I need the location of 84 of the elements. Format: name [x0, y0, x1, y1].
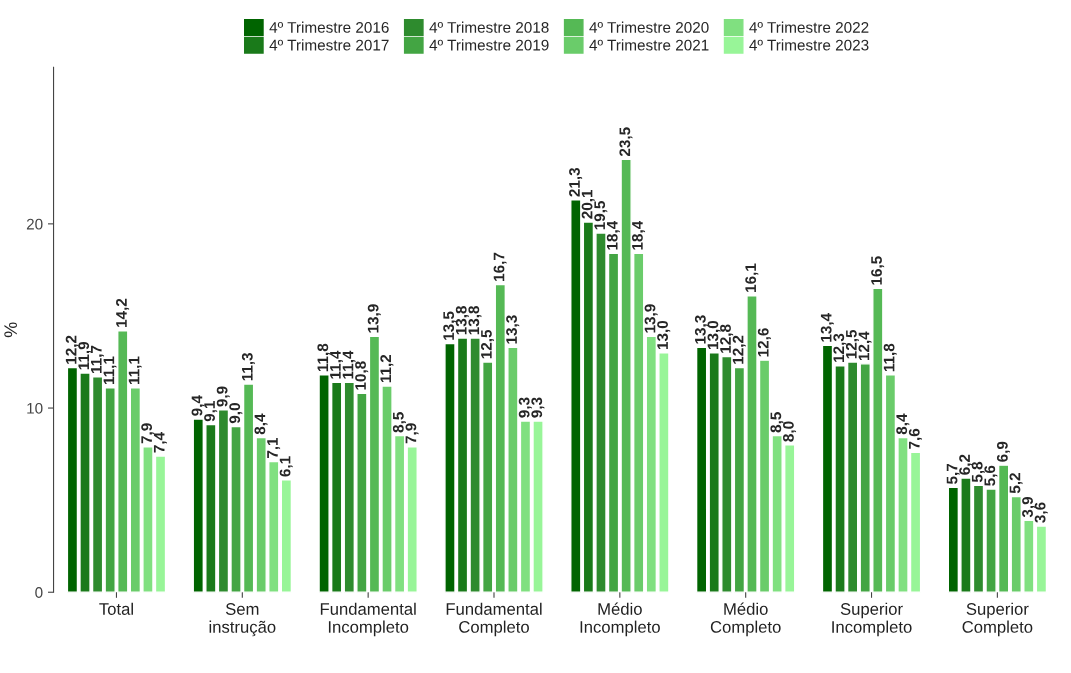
x-tick-label: Médio Completo: [710, 602, 781, 637]
legend-label: 4º Trimestre 2019: [429, 39, 549, 51]
data-label: 11,8: [317, 343, 331, 372]
data-label: 11,3: [241, 352, 255, 381]
data-label: 9,9: [216, 386, 230, 407]
data-label: 13,3: [506, 315, 520, 344]
x-tick-label: Superior Incompleto: [832, 602, 912, 637]
y-axis-title: %: [4, 322, 17, 338]
data-label: 11,4: [342, 350, 356, 379]
data-label: 11,1: [128, 356, 142, 385]
data-label: 19,5: [594, 200, 608, 230]
data-label: 12,8: [720, 324, 734, 353]
data-label: 8,4: [896, 413, 910, 435]
data-label: 16,1: [745, 263, 759, 292]
legend-label: 4º Trimestre 2020: [589, 21, 709, 33]
data-label: 16,7: [493, 252, 507, 281]
data-label: 9,1: [204, 401, 218, 422]
y-tick-label: 0: [35, 587, 43, 598]
legend-label: 4º Trimestre 2018: [429, 21, 549, 33]
data-label: 3,6: [1034, 502, 1048, 523]
data-label: 18,4: [632, 220, 646, 250]
x-tick-label: Fundamental Incompleto: [320, 602, 416, 637]
data-label: 11,9: [78, 341, 92, 370]
data-label: 10,8: [355, 361, 369, 390]
data-label: 7,9: [141, 423, 155, 444]
data-label: 7,9: [405, 423, 419, 444]
legend-label: 4º Trimestre 2022: [749, 21, 869, 33]
data-label: 12,5: [845, 329, 859, 359]
data-label: 13,4: [820, 313, 834, 342]
data-label: 6,2: [959, 454, 973, 475]
data-label: 13,9: [644, 304, 658, 333]
data-label: 7,1: [267, 437, 281, 459]
data-label: 9,3: [531, 397, 545, 418]
data-label: 18,4: [606, 220, 620, 250]
data-label: 11,4: [330, 350, 344, 379]
data-label: 12,5: [480, 329, 495, 359]
data-label: 12,2: [732, 335, 746, 364]
data-label: 11,7: [91, 345, 104, 373]
data-label: 21,3: [569, 167, 583, 197]
data-label: 12,4: [858, 331, 872, 361]
x-tick-label: Sem instrução: [209, 603, 276, 637]
data-label: 9,0: [229, 403, 243, 424]
data-label: 5,8: [971, 461, 985, 483]
data-label: 13,8: [468, 306, 482, 335]
data-label: 6,1: [279, 456, 293, 477]
data-label: 8,0: [783, 421, 797, 442]
x-tick-label: Fundamental Completo: [446, 602, 542, 637]
x-tick-label: Superior Completo: [962, 602, 1033, 637]
data-label: 20,1: [581, 189, 595, 219]
data-label: 13,8: [455, 306, 469, 335]
data-label: 7,4: [153, 432, 167, 453]
data-label: 14,2: [116, 298, 130, 327]
y-tick-label: 20: [26, 218, 43, 230]
data-label: 16,5: [871, 256, 885, 285]
data-label: 7,6: [908, 428, 922, 449]
legend-label: 4º Trimestre 2023: [749, 39, 869, 51]
data-label: 3,9: [1022, 496, 1036, 518]
data-label: 5,2: [1009, 473, 1023, 494]
data-label: 13,3: [694, 315, 708, 344]
data-label: 12,3: [833, 333, 847, 362]
data-label: 5,6: [984, 465, 998, 486]
data-label: 12,2: [65, 335, 79, 364]
legend-label: 4º Trimestre 2017: [269, 39, 389, 51]
data-label: 13,0: [657, 320, 671, 350]
legend-label: 4º Trimestre 2021: [589, 39, 709, 51]
x-tick-label: Total: [99, 602, 133, 615]
x-tick-label: Médio Incompleto: [580, 602, 660, 637]
data-label: 13,0: [707, 320, 721, 350]
data-label: 5,7: [946, 463, 960, 484]
data-label: 8,4: [254, 413, 268, 435]
data-label: 13,9: [367, 304, 381, 333]
data-label: 8,5: [770, 412, 784, 433]
data-label: 9,3: [518, 397, 532, 418]
data-label: 12,6: [757, 328, 771, 357]
data-label: 8,5: [392, 412, 406, 433]
data-label: 23,5: [619, 127, 633, 157]
legend-label: 4º Trimestre 2016: [269, 21, 389, 33]
y-tick-label: 10: [27, 402, 43, 414]
data-label: 9,4: [191, 395, 205, 416]
data-label: 6,9: [996, 441, 1010, 462]
data-label: 11,2: [380, 354, 394, 383]
data-label: 11,8: [883, 343, 897, 372]
data-label: 11,1: [103, 356, 117, 385]
data-label: 13,5: [443, 311, 457, 340]
